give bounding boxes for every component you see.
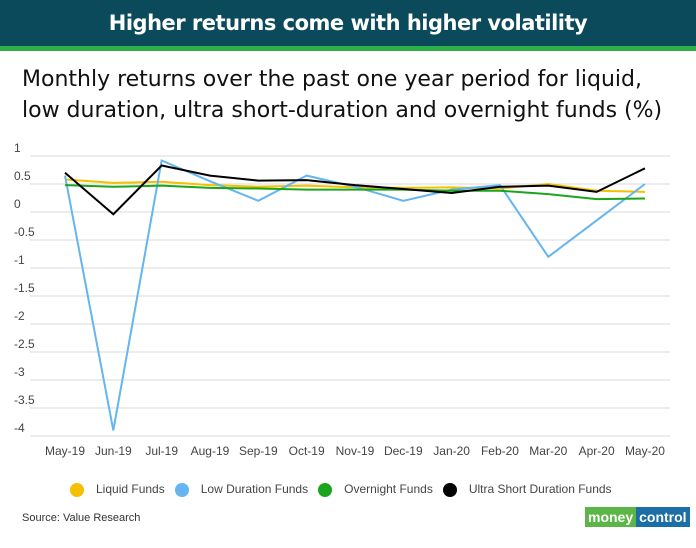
series-line-overnight-funds (64, 184, 645, 201)
y-tick-label: -0.5 (14, 225, 35, 239)
x-tick-label: May-19 (45, 444, 85, 458)
y-tick-label: -2 (14, 309, 25, 323)
x-tick-label: Jun-19 (95, 444, 132, 458)
x-tick-label: Nov-19 (336, 444, 375, 458)
legend-item: Overnight Funds (318, 482, 433, 497)
x-tick-label: Aug-19 (191, 444, 230, 458)
legend-label: Ultra Short Duration Funds (468, 482, 612, 496)
x-tick-label: Feb-20 (481, 444, 519, 458)
moneycontrol-logo: money control (585, 507, 690, 527)
y-tick-label: -3 (14, 365, 25, 379)
header-accent-bar (0, 46, 696, 51)
x-tick-label: Oct-19 (289, 444, 325, 458)
x-tick-label: May-20 (625, 444, 665, 458)
legend-swatch (442, 482, 457, 497)
legend-label: Low Duration Funds (200, 482, 309, 496)
x-tick-label: Apr-20 (579, 444, 615, 458)
chart-title: Monthly returns over the past one year p… (22, 67, 663, 123)
y-tick-label: 0.5 (14, 169, 31, 183)
legend-label: Liquid Funds (96, 482, 165, 496)
legend: Liquid Funds Low Duration Funds Overnight … (70, 482, 612, 497)
y-tick-label: -2.5 (14, 337, 35, 351)
source-note: Source: Value Research (22, 512, 141, 524)
y-tick-label: 1 (14, 141, 21, 155)
y-tick-label: -3.5 (14, 393, 35, 407)
x-tick-label: Jan-20 (433, 444, 470, 458)
legend-label: Overnight Funds (344, 482, 433, 496)
series-line-low-duration-funds (64, 159, 646, 431)
legend-swatch (174, 482, 189, 497)
series-line-ultra-short-duration-funds (64, 164, 646, 216)
legend-item: Ultra Short Duration Funds (442, 482, 612, 497)
y-tick-label: -4 (14, 421, 25, 435)
x-tick-label: Mar-20 (529, 444, 567, 458)
y-tick-label: -1 (14, 253, 25, 267)
y-tick-label: 0 (14, 197, 21, 211)
x-tick-label: Jul-19 (145, 444, 178, 458)
legend-swatch (318, 482, 333, 497)
y-tick-label: -1.5 (14, 281, 35, 295)
legend-item: Low Duration Funds (174, 482, 309, 497)
legend-swatch (70, 482, 84, 497)
legend-item: Liquid Funds (70, 482, 165, 497)
header-title: Higher returns come with higher volatili… (0, 0, 696, 46)
x-tick-label: Sep-19 (239, 444, 278, 458)
x-tick-label: Dec-19 (384, 444, 423, 458)
